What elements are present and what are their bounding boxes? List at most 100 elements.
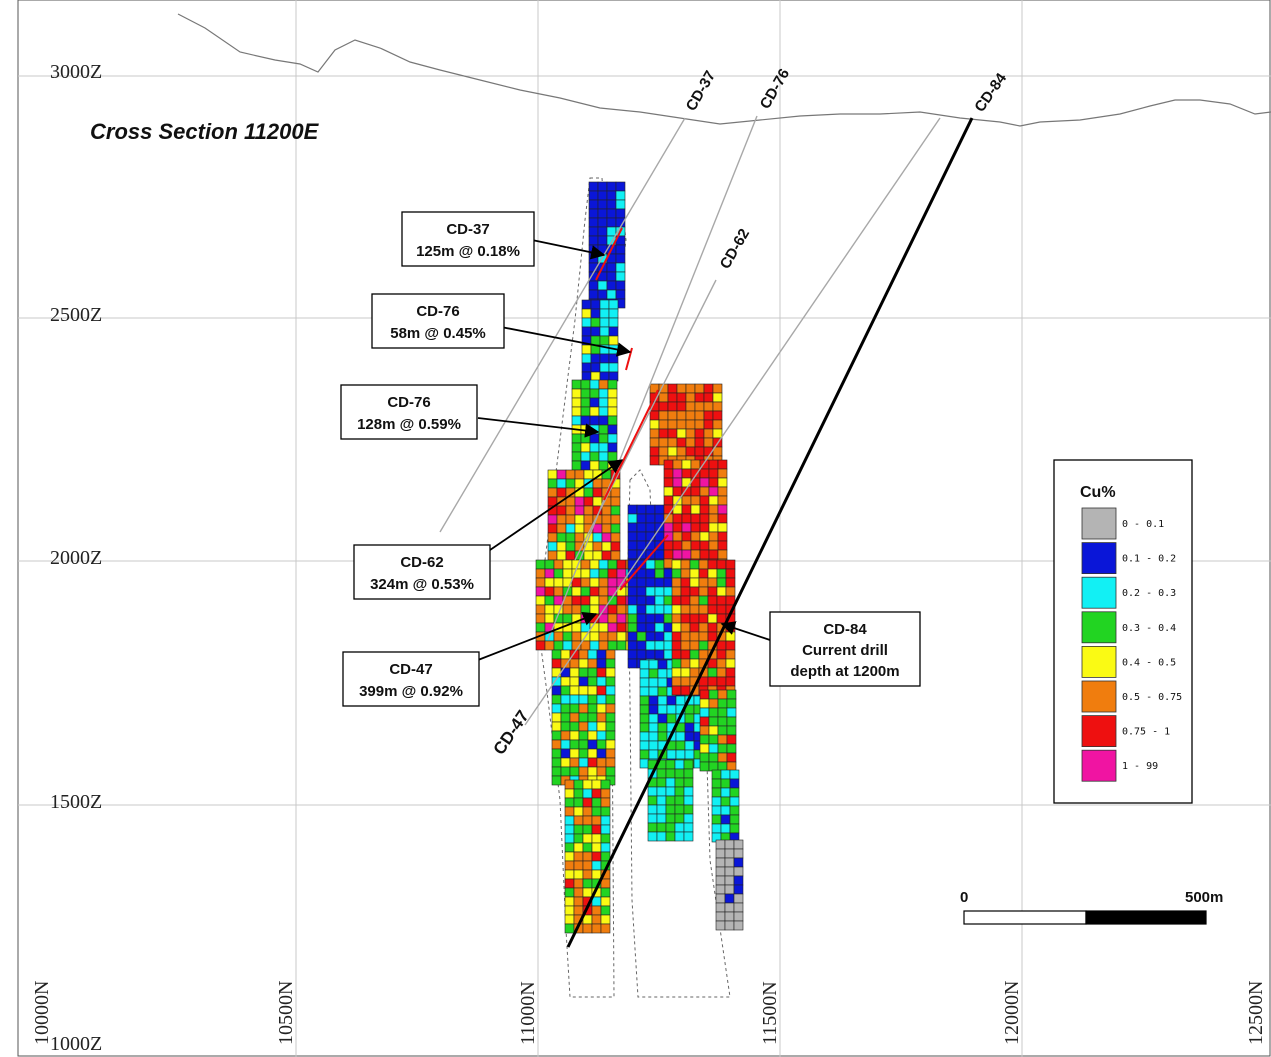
grade-block [708, 540, 719, 551]
grade-block [648, 749, 659, 760]
grade-block [596, 730, 607, 741]
grade-block [656, 831, 667, 842]
grade-block [573, 905, 584, 916]
grade-block [689, 586, 700, 597]
grade-block [675, 740, 686, 751]
grade-block [675, 749, 686, 760]
grade-block [649, 446, 660, 457]
grade-block [726, 698, 737, 709]
legend-range-label: 0.2 - 0.3 [1122, 588, 1176, 599]
grade-block [578, 739, 589, 750]
grade-block [578, 721, 589, 732]
grade-block [685, 410, 696, 421]
intercept-cd-37 [595, 227, 623, 281]
grade-block [663, 622, 674, 633]
grade-block [717, 761, 728, 772]
grade-block [556, 523, 567, 534]
grade-block [580, 388, 591, 399]
grade-block [535, 613, 546, 624]
grade-block [562, 631, 573, 642]
grade-block [690, 486, 701, 497]
grade-block [680, 640, 691, 651]
grade-block [589, 433, 600, 444]
grade-block [598, 559, 609, 570]
scale-bar-end-label: 500m [1185, 889, 1223, 906]
grade-block [571, 415, 582, 426]
grade-block [698, 559, 709, 570]
grade-block [645, 577, 656, 588]
grade-block [636, 586, 647, 597]
grade-block [544, 604, 555, 615]
grade-block [600, 896, 611, 907]
grade-block [636, 513, 647, 524]
grade-block [639, 695, 650, 706]
grade-block [694, 410, 705, 421]
grade-block [699, 743, 710, 754]
grade-block [699, 468, 710, 479]
callout-cd-76-upper-grade: 58m @ 0.45% [390, 325, 486, 342]
grade-block [590, 326, 601, 337]
grade-block [547, 514, 558, 525]
grade-block [605, 757, 616, 768]
grade-block [562, 640, 573, 651]
grade-block [654, 622, 665, 633]
grade-block [645, 568, 656, 579]
grade-block [726, 743, 737, 754]
grade-block [553, 559, 564, 570]
grade-block [551, 694, 562, 705]
grade-block [674, 813, 685, 824]
grade-block [627, 613, 638, 624]
grade-block [636, 577, 647, 588]
grade-block [569, 757, 580, 768]
grade-block [610, 514, 621, 525]
grade-block [674, 777, 685, 788]
grade-block [589, 451, 600, 462]
grade-block [588, 226, 599, 237]
grade-block [699, 689, 710, 700]
grade-block [582, 806, 593, 817]
grade-block [560, 757, 571, 768]
grade-block [733, 911, 744, 922]
grade-block [615, 190, 626, 201]
grade-block [717, 540, 728, 551]
grade-block [582, 887, 593, 898]
grade-block [639, 659, 650, 670]
grade-block [582, 815, 593, 826]
grade-block [607, 622, 618, 633]
grade-block [615, 280, 626, 291]
grade-block [716, 586, 727, 597]
callout-cd-62: CD-62 324m @ 0.53% [353, 544, 491, 600]
grade-block [674, 768, 685, 779]
grade-block [565, 541, 576, 552]
grade-block [627, 586, 638, 597]
grade-block [599, 371, 610, 382]
grade-block [569, 685, 580, 696]
grade-block [591, 788, 602, 799]
grade-block [725, 631, 736, 642]
grade-block [647, 831, 658, 842]
grade-block [665, 813, 676, 824]
grade-block [600, 905, 611, 916]
grade-block [733, 848, 744, 859]
grade-block [615, 244, 626, 255]
legend-swatch [1081, 646, 1117, 678]
grade-block [547, 487, 558, 498]
grade-block [703, 428, 714, 439]
grade-block [699, 752, 710, 763]
grade-block [654, 586, 665, 597]
grade-block [580, 451, 591, 462]
grade-block [699, 495, 710, 506]
grade-block [676, 392, 687, 403]
grade-block [666, 749, 677, 760]
grade-block [717, 689, 728, 700]
grade-block [708, 486, 719, 497]
grade-block [578, 730, 589, 741]
grade-block [551, 739, 562, 750]
grade-block [656, 777, 667, 788]
grade-block [596, 703, 607, 714]
grade-block [716, 577, 727, 588]
grade-block [544, 577, 555, 588]
grade-block [580, 415, 591, 426]
grade-block [589, 442, 600, 453]
